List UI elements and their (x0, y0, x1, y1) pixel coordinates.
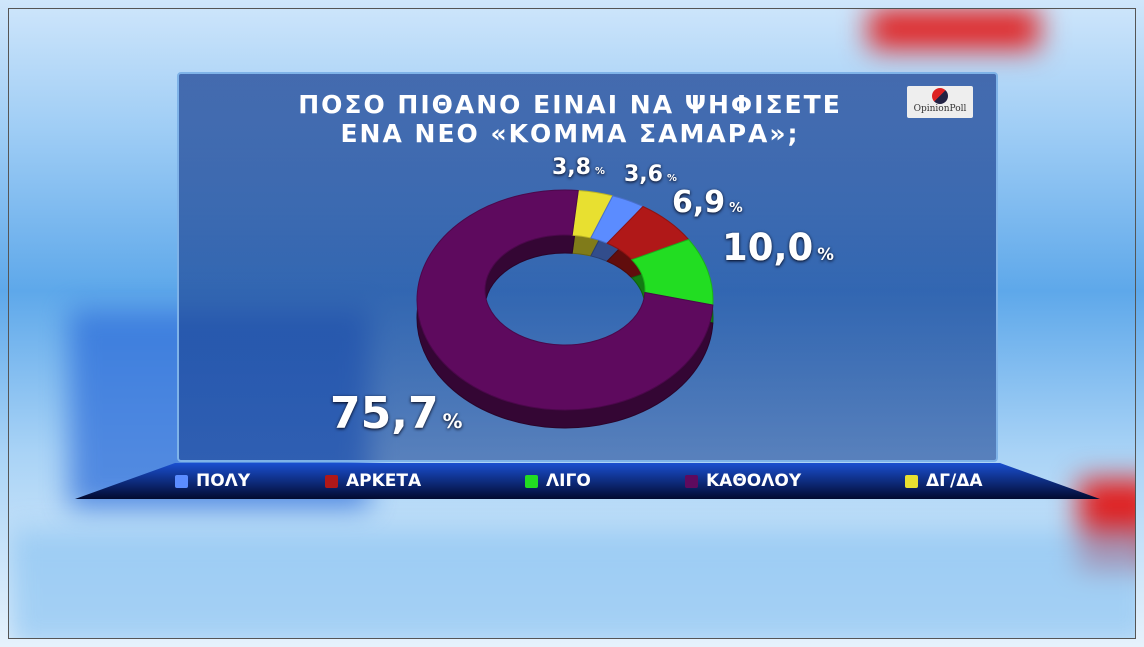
legend-item-ΔΓ/ΔΑ: ΔΓ/ΔΑ (905, 471, 983, 491)
legend-item-ΛΙΓΟ: ΛΙΓΟ (525, 471, 591, 491)
opinionpoll-logo: OpinionPoll (907, 86, 973, 118)
legend-label: ΑΡΚΕΤΑ (346, 471, 422, 491)
legend-item-ΑΡΚΕΤΑ: ΑΡΚΕΤΑ (325, 471, 421, 491)
legend-item-ΠΟΛΥ: ΠΟΛΥ (175, 471, 250, 491)
legend-swatch (525, 474, 538, 488)
legend-swatch (175, 474, 188, 488)
legend-swatch (325, 474, 338, 488)
title-line-2: ΕΝΑ ΝΕΟ «ΚΟΜΜΑ ΣΑΜΑΡΑ»; (340, 119, 800, 148)
chart-title: ΠΟΣΟ ΠΙΘΑΝΟ ΕΙΝΑΙ ΝΑ ΨΗΦΙΣΕΤΕ ΕΝΑ ΝΕΟ «Κ… (290, 90, 850, 148)
legend-label: ΠΟΛΥ (196, 471, 251, 491)
title-line-1: ΠΟΣΟ ΠΙΘΑΝΟ ΕΙΝΑΙ ΝΑ ΨΗΦΙΣΕΤΕ (298, 90, 842, 119)
legend: ΠΟΛΥ ΑΡΚΕΤΑ ΛΙΓΟ ΚΑΘΟΛΟΥ ΔΓ/ΔΑ (75, 463, 1100, 499)
legend-swatch (905, 474, 918, 488)
data-label-ΛΙΓΟ: 10,0% (722, 226, 834, 269)
legend-label: ΔΓ/ΔΑ (926, 471, 983, 491)
legend-item-ΚΑΘΟΛΟΥ: ΚΑΘΟΛΟΥ (685, 471, 801, 491)
data-label-ΠΟΛΥ: 3,6% (624, 162, 677, 187)
legend-swatch (685, 474, 698, 488)
data-label-ΑΡΚΕΤΑ: 6,9% (672, 185, 743, 220)
legend-label: ΛΙΓΟ (546, 471, 591, 491)
data-label-ΔΓ/ΔΑ: 3,8% (552, 155, 605, 180)
slice-ΚΑΘΟΛΟΥ (416, 189, 714, 411)
data-label-ΚΑΘΟΛΟΥ: 75,7% (330, 388, 463, 439)
legend-label: ΚΑΘΟΛΟΥ (706, 471, 802, 491)
